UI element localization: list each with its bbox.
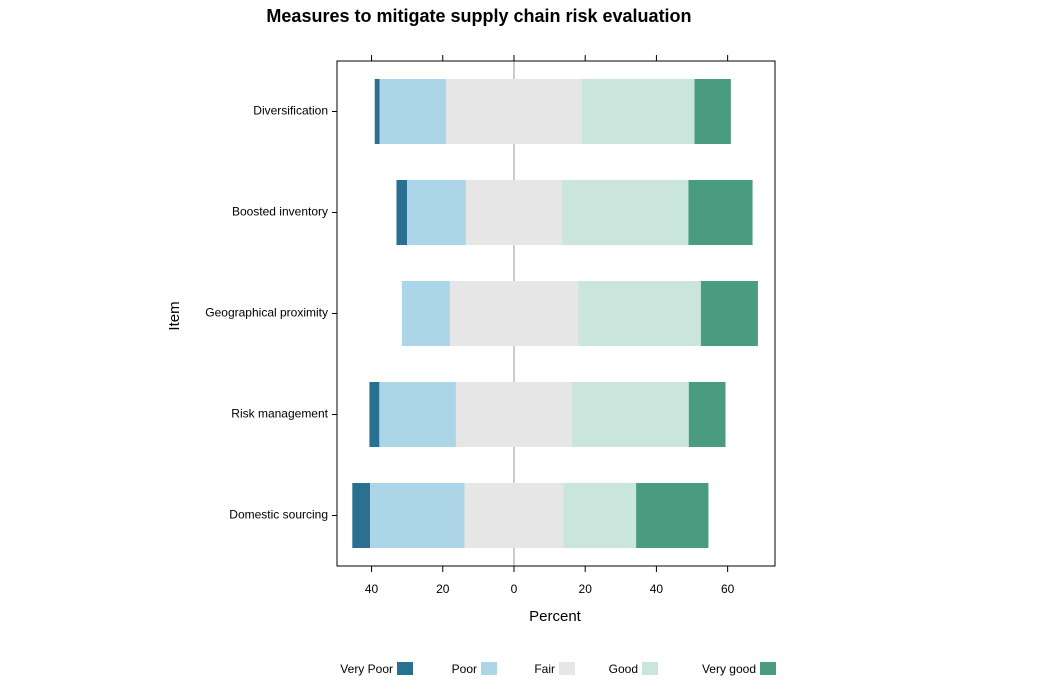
x-tick-label: 40 [365, 582, 379, 596]
bar-segment [464, 483, 564, 548]
bar-segment [449, 281, 579, 346]
bar-segment [369, 382, 380, 447]
bar-segment [465, 180, 563, 245]
chart-title: Measures to mitigate supply chain risk e… [266, 6, 691, 26]
legend-label: Good [609, 662, 638, 676]
x-axis-label: Percent [529, 608, 582, 625]
bar-segment [572, 382, 689, 447]
y-tick-label: Risk management [231, 407, 328, 421]
bar-segment [694, 79, 731, 144]
x-tick-label: 0 [511, 582, 518, 596]
x-tick-label: 20 [579, 582, 593, 596]
bar-segment [370, 483, 465, 548]
legend-swatch [642, 662, 658, 675]
legend-swatch [481, 662, 497, 675]
bar-segment [379, 382, 456, 447]
y-tick-label: Geographical proximity [205, 306, 328, 320]
legend-label: Very good [702, 662, 756, 676]
bar-segment [455, 382, 573, 447]
bar-segment [688, 180, 753, 245]
bar-segment [401, 281, 450, 346]
legend-label: Poor [452, 662, 477, 676]
bar-segment [636, 483, 709, 548]
bar-segment [700, 281, 758, 346]
legend-label: Very Poor [340, 662, 393, 676]
legend-swatch [397, 662, 413, 675]
bar-segment [563, 483, 637, 548]
legend-swatch [559, 662, 575, 675]
legend-swatch [760, 662, 776, 675]
bar-segment [407, 180, 466, 245]
plot-frame [336, 60, 776, 567]
y-tick-label: Diversification [253, 104, 328, 118]
bar-segment [379, 79, 446, 144]
bar-segment [445, 79, 582, 144]
bar-segment [562, 180, 689, 245]
bar-segment [396, 180, 408, 245]
legend-label: Fair [534, 662, 555, 676]
x-tick-label: 40 [650, 582, 664, 596]
x-tick-label: 20 [436, 582, 450, 596]
bar-segment [374, 79, 380, 144]
bar-segment [688, 382, 726, 447]
bar-segment [581, 79, 695, 144]
y-axis-label: Item [166, 301, 183, 330]
x-tick-label: 60 [721, 582, 735, 596]
bar-segment [352, 483, 371, 548]
y-tick-label: Boosted inventory [232, 205, 328, 219]
y-tick-label: Domestic sourcing [229, 508, 328, 522]
bar-segment [578, 281, 701, 346]
